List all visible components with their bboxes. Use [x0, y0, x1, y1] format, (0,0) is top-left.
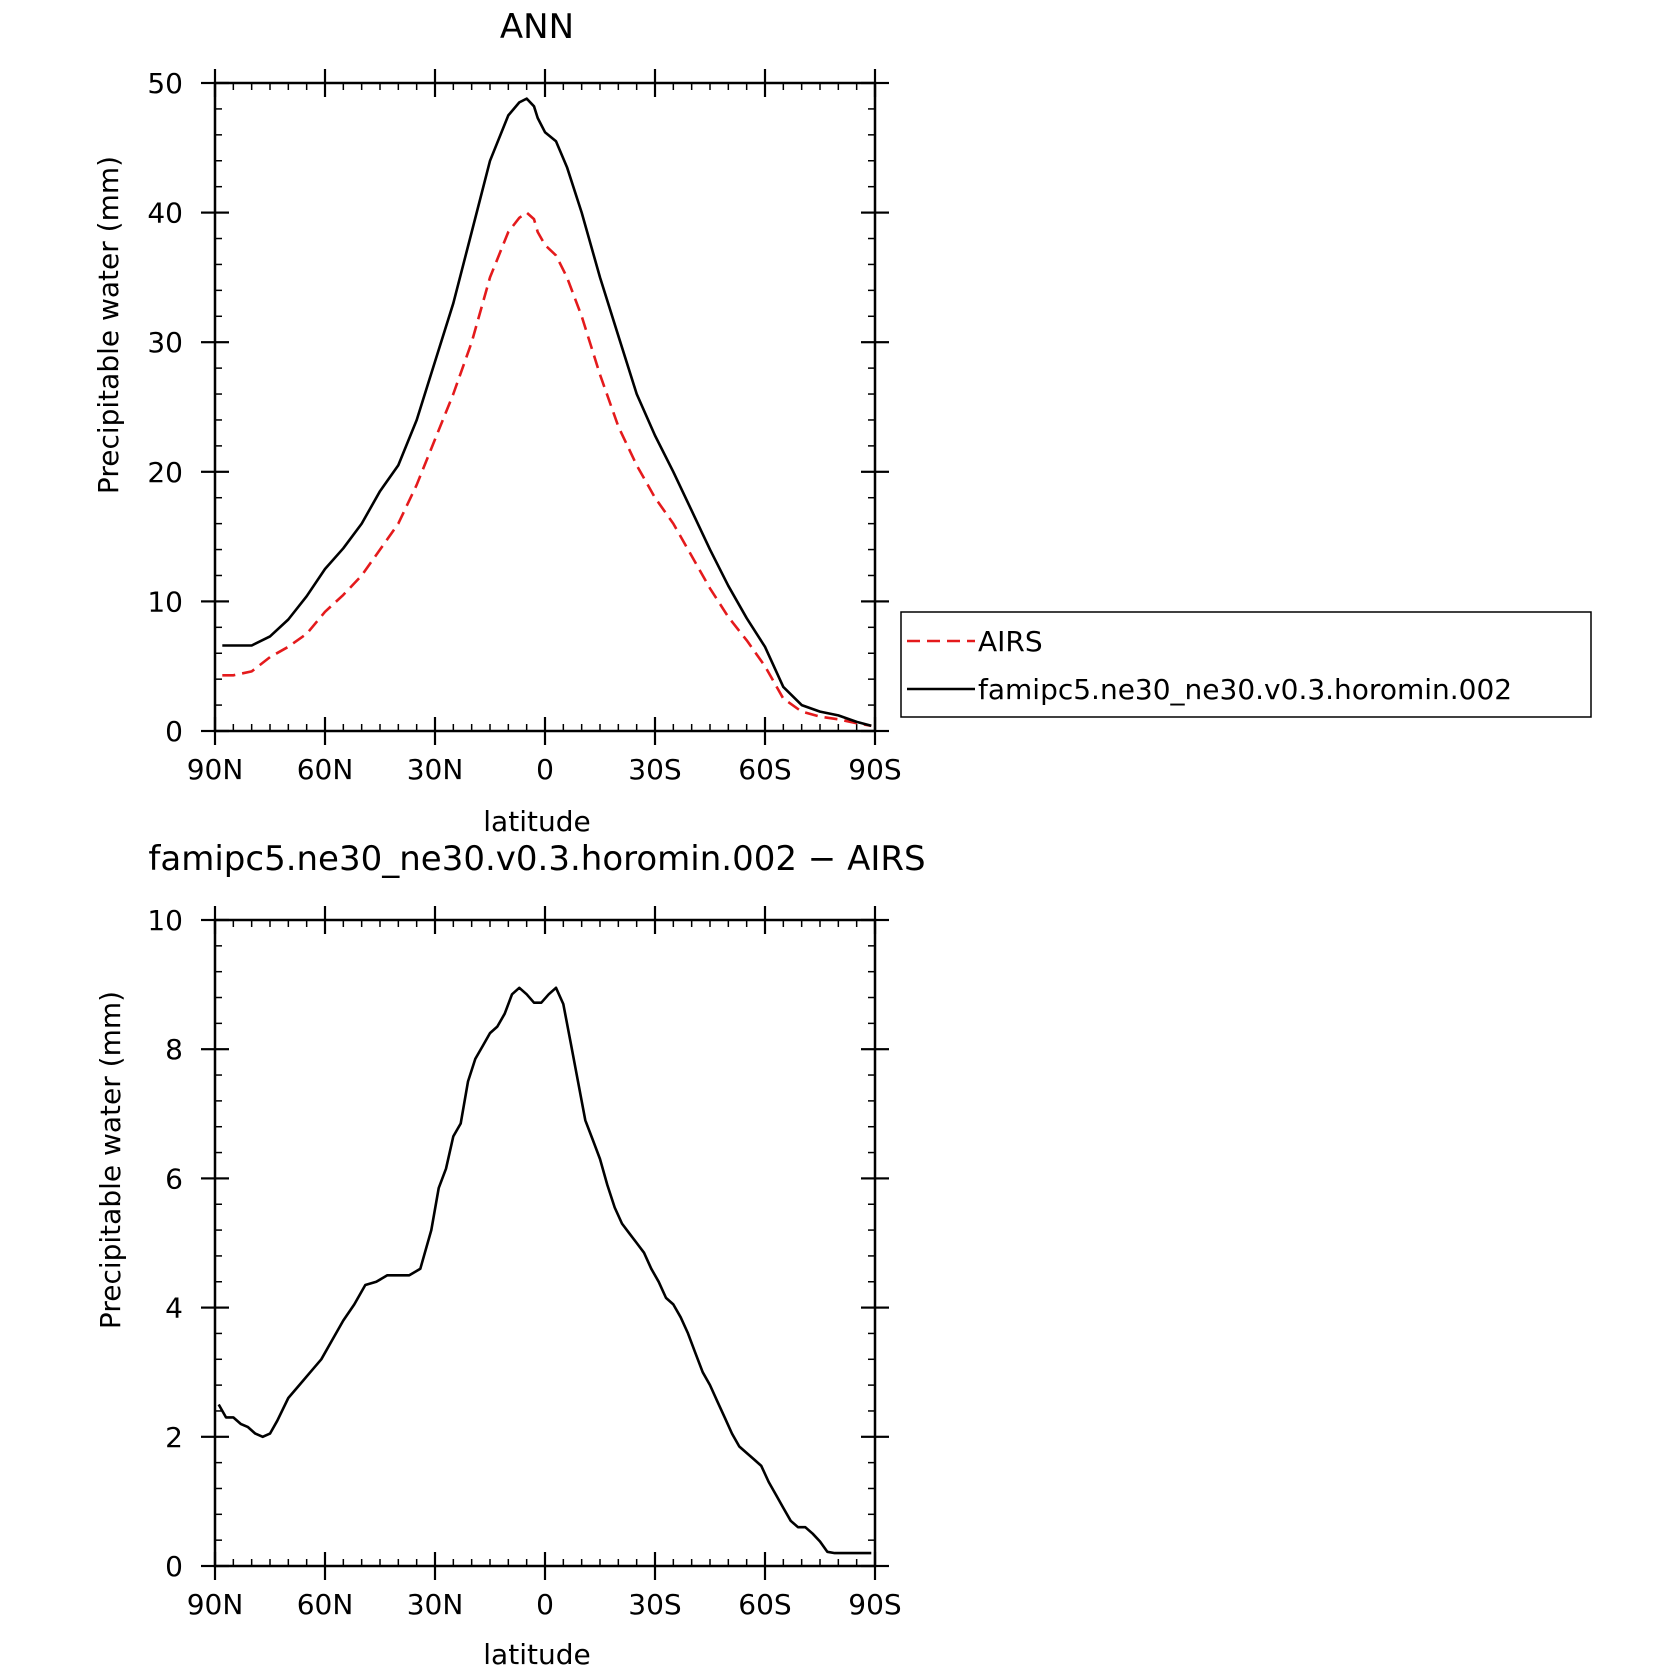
x-tick-label: 0: [536, 1588, 554, 1621]
bottom-chart-axes: [201, 906, 889, 1580]
x-tick-label: 60N: [297, 1588, 354, 1621]
y-tick-label: 2: [165, 1421, 183, 1454]
x-tick-label: 30N: [407, 753, 464, 786]
x-tick-label: 30N: [407, 1588, 464, 1621]
y-tick-label: 8: [165, 1033, 183, 1066]
top-chart-tick-labels: 90N 60N 30N 0 30S 60S 90S 0 10 20 30 40 50: [147, 67, 901, 786]
series-line-airs: [222, 211, 872, 728]
y-tick-label: 50: [147, 67, 183, 100]
top-panel: ANN Precipitable water (mm) latitude 90N…: [92, 7, 902, 838]
y-tick-label: 6: [165, 1162, 183, 1195]
x-tick-label: 30S: [628, 753, 681, 786]
y-tick-label: 30: [147, 326, 183, 359]
top-chart-lines: [222, 97, 872, 728]
x-tick-label: 90N: [187, 1588, 244, 1621]
top-chart-axes: [201, 69, 889, 745]
x-tick-label: 90S: [848, 1588, 901, 1621]
y-tick-label: 4: [165, 1292, 183, 1325]
bottom-chart-tick-labels: 90N 60N 30N 0 30S 60S 90S 0 2 4 6 8 10: [147, 904, 901, 1621]
bottom-panel: famipc5.ne30_ne30.v0.3.horomin.002 − AIR…: [94, 839, 926, 1669]
x-tick-label: 60N: [297, 753, 354, 786]
y-tick-label: 0: [165, 715, 183, 748]
y-tick-label: 10: [147, 585, 183, 618]
legend-frame: [900, 611, 1592, 718]
top-chart-ylabel-group: Precipitable water (mm): [92, 156, 125, 494]
top-chart-xlabel: latitude: [483, 805, 590, 838]
bottom-chart-xlabel: latitude: [483, 1638, 590, 1669]
bottom-chart-ylabel-group: Precipitable water (mm): [94, 991, 127, 1329]
top-chart-title: ANN: [500, 7, 574, 47]
legend: AIRS famipc5.ne30_ne30.v0.3.horomin.002: [900, 611, 1592, 718]
x-tick-label: 30S: [628, 1588, 681, 1621]
y-tick-label: 20: [147, 456, 183, 489]
legend-label-model: famipc5.ne30_ne30.v0.3.horomin.002: [978, 673, 1512, 706]
y-tick-label: 40: [147, 197, 183, 230]
series-line-difference: [217, 986, 872, 1555]
bottom-chart-ylabel: Precipitable water (mm): [94, 991, 127, 1329]
top-chart-ylabel: Precipitable water (mm): [92, 156, 125, 494]
series-line-famipc5-ne30-ne30-v0-3-horomin-002: [222, 97, 872, 728]
bottom-chart-lines: [217, 986, 872, 1555]
legend-label-airs: AIRS: [978, 625, 1043, 658]
x-tick-label: 90N: [187, 753, 244, 786]
y-tick-label: 10: [147, 904, 183, 937]
bottom-chart-title: famipc5.ne30_ne30.v0.3.horomin.002 − AIR…: [148, 839, 925, 879]
x-tick-label: 90S: [848, 753, 901, 786]
x-tick-label: 0: [536, 753, 554, 786]
x-tick-label: 60S: [738, 1588, 791, 1621]
plot-frame: [213, 81, 877, 733]
plot-frame: [213, 918, 877, 1568]
x-tick-label: 60S: [738, 753, 791, 786]
y-tick-label: 0: [165, 1550, 183, 1583]
